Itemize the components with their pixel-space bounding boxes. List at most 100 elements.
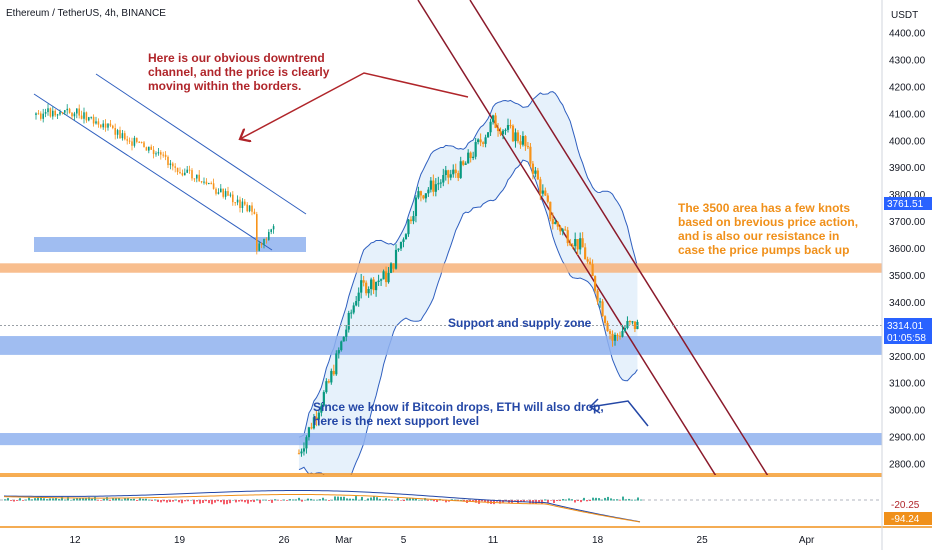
- oscillator-bar: [367, 498, 369, 501]
- time-tick-label: 18: [592, 535, 604, 546]
- oscillator-bar: [145, 498, 147, 501]
- candle-body: [569, 243, 572, 246]
- bollinger-bands-fill: [298, 91, 638, 475]
- candle-body: [320, 405, 323, 413]
- oscillator-bar: [61, 496, 63, 501]
- time-tick-label: Apr: [799, 535, 815, 546]
- oscillator-bar: [454, 499, 456, 501]
- oscillator-value-2: -94.24: [891, 514, 920, 525]
- oscillator-bar: [265, 499, 267, 501]
- inset-candle-body: [150, 146, 152, 150]
- inset-candle-body: [116, 130, 119, 135]
- candle-body: [511, 125, 515, 142]
- inset-candle-body: [140, 142, 143, 144]
- price-tick-label: 3000.00: [889, 406, 926, 417]
- inset-candle-body: [212, 183, 215, 189]
- inset-candle-body: [191, 170, 193, 179]
- time-tick-label: 5: [401, 535, 407, 546]
- oscillator-bar: [166, 500, 168, 503]
- support-zone-annotation: Support and supply zone: [448, 316, 592, 330]
- candle-body: [464, 163, 467, 165]
- inset-candle-body: [174, 166, 176, 168]
- oscillator-bar: [97, 500, 99, 501]
- candle-body: [551, 218, 554, 225]
- candle-body: [427, 189, 430, 194]
- candle-body: [449, 174, 452, 178]
- inset-candle-body: [260, 243, 263, 245]
- oscillator-bar: [310, 498, 312, 501]
- oscillator-bar: [571, 499, 573, 501]
- oscillator-bar: [127, 498, 129, 501]
- time-tick-label: 19: [174, 535, 186, 546]
- time-axis[interactable]: 12 19 26 Mar 5 11 18 25 Apr: [69, 535, 815, 546]
- candle-body: [613, 334, 617, 341]
- candle-body: [370, 279, 373, 290]
- oscillator-bar: [349, 498, 351, 501]
- candle-body: [357, 292, 360, 302]
- inset-candle-body: [102, 123, 104, 128]
- candle-body: [472, 156, 475, 159]
- candle-body: [586, 259, 589, 262]
- candle-body: [307, 427, 311, 438]
- candle-body: [611, 333, 614, 341]
- oscillator-bar: [472, 500, 474, 502]
- candle-body: [330, 370, 333, 383]
- last-price-badge: 3314.01: [887, 321, 924, 332]
- inset-candle-body: [95, 121, 97, 124]
- oscillator-bar: [235, 500, 237, 503]
- inset-candle-body: [265, 238, 268, 240]
- inset-candle-body: [109, 123, 112, 126]
- oscillator-pane: [0, 475, 932, 528]
- oscillator-bar: [250, 500, 252, 502]
- oscillator-bar: [562, 498, 564, 501]
- oscillator-bar: [307, 498, 309, 501]
- oscillator-bar: [274, 499, 276, 501]
- oscillator-bar: [436, 500, 438, 502]
- oscillator-bar: [391, 500, 393, 501]
- oscillator-bar: [319, 499, 321, 501]
- candle-body: [362, 280, 365, 283]
- inset-candle-body: [229, 194, 232, 196]
- time-tick-label: Mar: [335, 535, 353, 546]
- oscillator-bar: [223, 500, 225, 505]
- oscillator-bar: [298, 497, 300, 501]
- oscillator-bar: [262, 499, 264, 501]
- candle-body: [504, 129, 507, 131]
- candle-body: [372, 279, 375, 291]
- candle-body: [404, 234, 408, 240]
- candle-body: [591, 264, 594, 277]
- candle-body: [623, 328, 627, 332]
- candle-body: [315, 417, 318, 420]
- inset-candle-body: [200, 181, 203, 183]
- candle-body: [554, 221, 557, 225]
- inset-candle-body: [234, 202, 236, 204]
- candle-body: [628, 321, 632, 323]
- oscillator-bar: [499, 500, 501, 504]
- oscillator-bar: [67, 496, 69, 501]
- candle-body: [479, 139, 482, 143]
- oscillator-bar: [64, 499, 66, 501]
- time-tick-label: 25: [697, 535, 709, 546]
- oscillator-bar: [526, 500, 528, 501]
- inset-candle-body: [239, 199, 241, 209]
- oscillator-bar: [58, 499, 60, 501]
- inset-candle-body: [92, 116, 95, 124]
- oscillator-bar: [31, 499, 33, 501]
- oscillator-bar: [115, 498, 117, 501]
- candle-body: [541, 190, 544, 194]
- candle-body: [419, 191, 423, 196]
- candle-body: [389, 263, 393, 273]
- inset-candle-body: [64, 110, 66, 113]
- oscillator-bar: [616, 499, 618, 501]
- candle-body: [509, 125, 512, 127]
- oscillator-bar: [487, 500, 489, 504]
- candle-body: [397, 248, 400, 250]
- price-axis[interactable]: USDT 4400.00 4300.00 4200.00 4100.00 4000.00…: [881, 0, 932, 550]
- inset-candle-body: [256, 214, 258, 251]
- inset-candle-body: [196, 174, 198, 179]
- inset-candle-body: [236, 199, 239, 203]
- oscillator-bar: [43, 498, 45, 501]
- candle-body: [375, 282, 378, 291]
- oscillator-bar: [124, 498, 126, 501]
